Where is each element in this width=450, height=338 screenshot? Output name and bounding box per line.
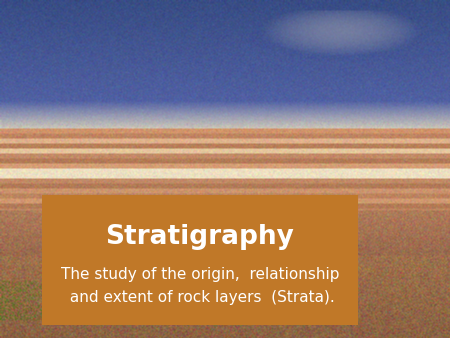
Text: The study of the origin,  relationship
 and extent of rock layers  (Strata).: The study of the origin, relationship an… [61,267,339,305]
Text: Stratigraphy: Stratigraphy [106,224,294,249]
Bar [42,195,358,325]
